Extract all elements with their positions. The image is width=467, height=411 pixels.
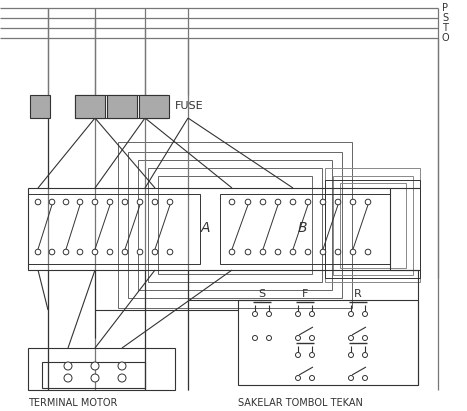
Circle shape — [92, 199, 98, 205]
Circle shape — [167, 199, 173, 205]
Circle shape — [362, 335, 368, 340]
Circle shape — [77, 249, 83, 255]
Bar — [325, 168, 420, 282]
Circle shape — [310, 335, 314, 340]
Circle shape — [260, 199, 266, 205]
Bar — [28, 188, 390, 270]
Bar — [28, 348, 175, 390]
Circle shape — [152, 199, 158, 205]
Circle shape — [118, 374, 126, 382]
Circle shape — [92, 249, 98, 255]
Bar — [128, 152, 342, 298]
Text: FUSE: FUSE — [175, 101, 204, 111]
Text: O: O — [442, 33, 450, 43]
Text: P: P — [442, 3, 448, 13]
Circle shape — [107, 249, 113, 255]
Circle shape — [137, 249, 143, 255]
Circle shape — [305, 249, 311, 255]
Circle shape — [49, 199, 55, 205]
Text: A: A — [200, 221, 210, 235]
Circle shape — [362, 376, 368, 381]
Circle shape — [335, 249, 341, 255]
Bar — [340, 183, 406, 268]
Text: S: S — [442, 13, 448, 23]
Circle shape — [49, 249, 55, 255]
Bar — [238, 300, 418, 385]
Bar — [75, 95, 167, 118]
Circle shape — [91, 374, 99, 382]
Circle shape — [310, 376, 314, 381]
Bar — [325, 180, 420, 278]
Circle shape — [229, 249, 235, 255]
Circle shape — [305, 199, 311, 205]
Circle shape — [335, 199, 341, 205]
Circle shape — [320, 249, 326, 255]
Circle shape — [362, 353, 368, 358]
Circle shape — [137, 199, 143, 205]
Circle shape — [253, 312, 257, 316]
Bar — [148, 168, 322, 282]
Circle shape — [245, 199, 251, 205]
Circle shape — [275, 199, 281, 205]
Circle shape — [275, 249, 281, 255]
Circle shape — [122, 199, 128, 205]
Circle shape — [63, 199, 69, 205]
Circle shape — [167, 249, 173, 255]
Circle shape — [253, 335, 257, 340]
Circle shape — [348, 335, 354, 340]
Bar — [333, 176, 413, 275]
Circle shape — [35, 249, 41, 255]
Text: T: T — [442, 23, 448, 33]
Bar — [30, 95, 50, 118]
Circle shape — [350, 199, 356, 205]
Bar — [107, 95, 137, 118]
Circle shape — [122, 249, 128, 255]
Circle shape — [260, 249, 266, 255]
Circle shape — [267, 335, 271, 340]
Bar — [28, 194, 200, 264]
Circle shape — [296, 376, 300, 381]
Bar — [220, 194, 390, 264]
Text: B: B — [297, 221, 307, 235]
Text: R: R — [354, 289, 362, 299]
Circle shape — [348, 353, 354, 358]
Circle shape — [348, 312, 354, 316]
Bar — [138, 160, 332, 290]
Circle shape — [365, 199, 371, 205]
Circle shape — [290, 199, 296, 205]
Text: S: S — [258, 289, 266, 299]
Circle shape — [91, 362, 99, 370]
Circle shape — [152, 249, 158, 255]
Circle shape — [320, 199, 326, 205]
Circle shape — [362, 312, 368, 316]
Text: SAKELAR TOMBOL TEKAN: SAKELAR TOMBOL TEKAN — [238, 398, 363, 408]
Circle shape — [296, 335, 300, 340]
Circle shape — [296, 312, 300, 316]
Circle shape — [64, 362, 72, 370]
Bar — [75, 95, 105, 118]
Bar — [158, 176, 312, 274]
Circle shape — [77, 199, 83, 205]
Circle shape — [118, 362, 126, 370]
Circle shape — [365, 249, 371, 255]
Circle shape — [267, 312, 271, 316]
Circle shape — [310, 353, 314, 358]
Circle shape — [107, 199, 113, 205]
Circle shape — [348, 376, 354, 381]
Circle shape — [64, 374, 72, 382]
Bar — [139, 95, 169, 118]
Circle shape — [296, 353, 300, 358]
Circle shape — [229, 199, 235, 205]
Circle shape — [245, 249, 251, 255]
Bar — [42, 362, 145, 388]
Circle shape — [290, 249, 296, 255]
Text: TERMINAL MOTOR: TERMINAL MOTOR — [28, 398, 117, 408]
Circle shape — [63, 249, 69, 255]
Text: F: F — [302, 289, 308, 299]
Circle shape — [35, 199, 41, 205]
Circle shape — [350, 249, 356, 255]
Circle shape — [310, 312, 314, 316]
Bar — [118, 142, 352, 308]
